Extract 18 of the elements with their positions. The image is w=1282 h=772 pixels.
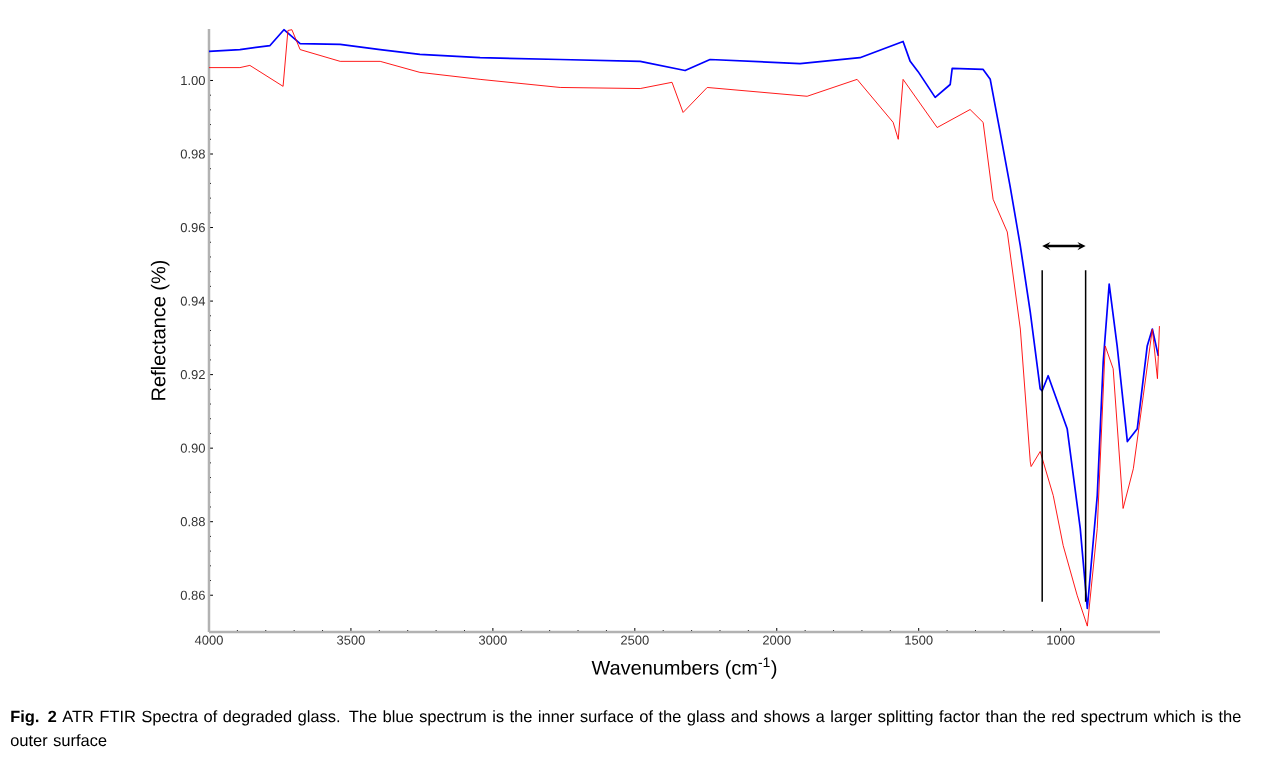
- x-tick-label: 3500: [337, 635, 365, 645]
- x-tick-label: 1000: [1047, 635, 1075, 645]
- y-tick-label: 0.94: [180, 296, 206, 306]
- y-axis-title: Reflectance (%): [150, 260, 170, 400]
- x-tick-label: 1500: [905, 635, 933, 645]
- y-tick-label: 0.86: [180, 590, 205, 600]
- y-tick-label: 0.98: [180, 149, 205, 159]
- x-tick-label: 2000: [763, 635, 791, 645]
- text: Fig. 2 ATR FTIR Spectra of degraded glass. The blue spectrum is the inner surface of the glass and shows a larger splitting factor than the red spectrum which is the outer surface: [10, 710, 1241, 747]
- x-tick-label: 3000: [478, 635, 507, 645]
- x-tick-label: 2500: [621, 635, 649, 645]
- y-tick-label: 0.96: [180, 222, 205, 233]
- y-tick-label: 0.90: [180, 443, 205, 453]
- x-tick-label: 4000: [194, 635, 223, 645]
- y-tick-label: 1.00: [181, 75, 205, 86]
- x-axis-title: Wavenumbers (cm$^{-1}$): [591, 657, 777, 679]
- y-tick-label: 0.92: [180, 370, 205, 380]
- y-tick-label: 0.88: [180, 517, 205, 527]
